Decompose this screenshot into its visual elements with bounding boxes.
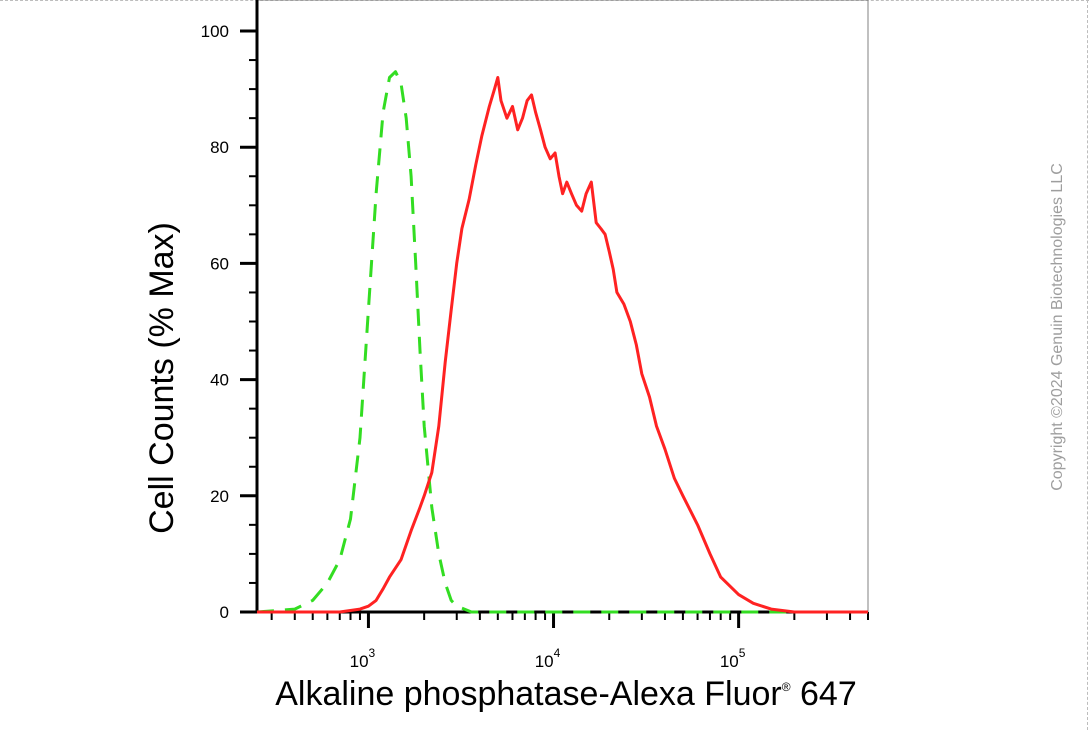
y-axis-label: Cell Counts (% Max) (143, 222, 181, 534)
y-axis-ticks: 0 20 40 60 80 100 (201, 22, 257, 622)
y-tick-label: 0 (220, 603, 229, 622)
x-axis-ticks: 103 104 105 (350, 612, 746, 671)
x-tick-label: 105 (720, 646, 746, 671)
x-axis-label-main: Alkaline phosphatase-Alexa Fluor (275, 675, 782, 713)
x-axis-label-suffix: 647 (791, 675, 857, 713)
x-tick-label: 103 (350, 646, 376, 671)
series-layer (256, 70, 868, 614)
y-tick-label: 40 (210, 371, 229, 390)
x-axis-label-registered-mark: ® (782, 680, 791, 694)
y-tick-label: 80 (210, 138, 229, 157)
y-tick-label: 60 (210, 254, 229, 273)
copyright-watermark: Copyright ©2024 Genuin Biotechnologies L… (1049, 163, 1066, 491)
frame-right-border (1087, 0, 1088, 730)
series-line-2 (257, 76, 868, 614)
x-tick-label: 104 (535, 646, 561, 671)
x-axis-label: Alkaline phosphatase-Alexa Fluor® 647 (275, 675, 857, 713)
series-line-1 (256, 70, 868, 614)
y-tick-label: 100 (201, 22, 229, 41)
y-tick-label: 20 (210, 487, 229, 506)
